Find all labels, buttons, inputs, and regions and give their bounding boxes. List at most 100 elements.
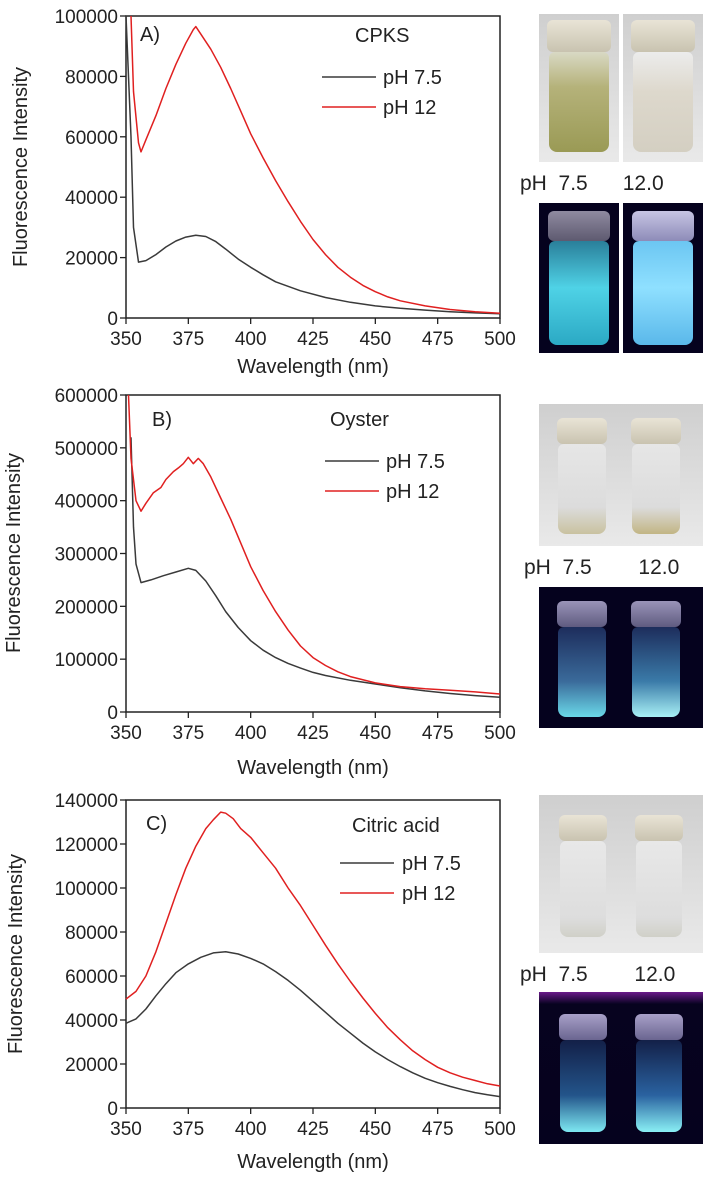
x-axis-title: Wavelength (nm)	[237, 1151, 389, 1173]
x-tick-label: 500	[484, 329, 516, 350]
vial-cap	[548, 211, 610, 241]
plot-frame	[125, 15, 501, 319]
y-tick-label: 400000	[55, 492, 118, 513]
x-tick-label: 350	[110, 329, 142, 350]
vial-cap	[631, 601, 681, 627]
x-tick-label: 400	[235, 329, 267, 350]
ph-value-right: 12.0	[622, 172, 664, 195]
chart-panel-b: B) Oyster pH 7.5 pH 12 Wavelength (nm) F…	[3, 386, 516, 779]
x-axis-title: Wavelength (nm)	[237, 356, 389, 378]
vial-cap	[635, 815, 683, 841]
plot-frame	[125, 394, 501, 713]
vial-body	[632, 627, 680, 717]
y-tick-label: 0	[107, 309, 118, 330]
y-tick-label: 200000	[55, 597, 118, 618]
y-tick-label: 500000	[55, 439, 118, 460]
x-tick-label: 350	[110, 723, 142, 744]
ph-value-right: 12.0	[638, 556, 680, 579]
vial-photo-daylight-oyster	[539, 404, 703, 546]
vial-photo-daylight-ph-12	[623, 14, 703, 162]
y-axis-title: Fluorescence Intensity	[10, 67, 32, 267]
x-tick-label: 425	[297, 329, 329, 350]
y-tick-label: 0	[107, 703, 118, 724]
x-tick-label: 450	[359, 329, 391, 350]
vial-photo-uv-citric-acid	[539, 992, 703, 1144]
vial-cap	[557, 601, 607, 627]
vial-cap	[557, 418, 607, 444]
x-tick-label: 450	[359, 1119, 391, 1140]
vial-cap	[559, 815, 607, 841]
x-tick-label: 400	[235, 723, 267, 744]
y-tick-label: 40000	[65, 1011, 118, 1032]
chart-panel-c: C) Citric acid pH 7.5 pH 12 Wavelength (…	[5, 791, 516, 1173]
y-axis-title: Fluorescence Intensity	[3, 453, 25, 653]
vial-photo-daylight-citric-acid	[539, 795, 703, 953]
x-tick-label: 475	[422, 1119, 454, 1140]
legend-label: pH 12	[402, 883, 455, 905]
y-tick-label: 100000	[55, 7, 118, 28]
series-line-ph-7-5	[125, 951, 501, 1098]
legend-label: pH 12	[386, 481, 439, 503]
y-axis-title: Fluorescence Intensity	[5, 854, 27, 1054]
ph-prefix: pH	[520, 172, 547, 195]
y-tick-label: 60000	[65, 967, 118, 988]
ph-value-left: 7.5	[562, 556, 592, 579]
legend-label: pH 7.5	[386, 451, 445, 473]
vial-photo-uv-ph-12	[623, 203, 703, 353]
x-tick-label: 425	[297, 723, 329, 744]
y-tick-label: 0	[107, 1099, 118, 1120]
series-line-ph-7-5	[125, 15, 501, 315]
ph-labels-c: pH 7.5 12.0	[520, 963, 675, 987]
vial-body	[632, 444, 680, 534]
ph-prefix: pH	[524, 556, 551, 579]
x-tick-label: 400	[235, 1119, 267, 1140]
vial-body	[558, 627, 606, 717]
x-tick-label: 475	[422, 329, 454, 350]
x-tick-label: 450	[359, 723, 391, 744]
vial-body	[560, 1040, 606, 1132]
sample-name: Oyster	[330, 409, 389, 431]
ph-labels-a: pH 7.5 12.0	[520, 172, 664, 196]
plot-frame	[125, 799, 501, 1109]
x-tick-label: 350	[110, 1119, 142, 1140]
y-tick-label: 80000	[65, 923, 118, 944]
chart-panel-a: A) CPKS pH 7.5 pH 12 Wavelength (nm) Flu…	[10, 7, 516, 378]
vial-body	[558, 444, 606, 534]
y-tick-label: 20000	[65, 249, 118, 270]
legend-label: pH 7.5	[383, 67, 442, 89]
legend: pH 7.5 pH 12	[322, 67, 442, 119]
y-tick-label: 300000	[55, 545, 118, 566]
y-tick-label: 20000	[65, 1055, 118, 1076]
y-tick-label: 100000	[55, 879, 118, 900]
ph-value-left: 7.5	[558, 172, 588, 195]
x-tick-label: 500	[484, 1119, 516, 1140]
vial-body	[636, 1040, 682, 1132]
x-tick-label: 375	[172, 723, 204, 744]
vial-cap	[631, 418, 681, 444]
ph-value-left: 7.5	[558, 963, 588, 986]
vial-photo-uv-oyster	[539, 587, 703, 728]
x-tick-label: 475	[422, 723, 454, 744]
vial-cap	[559, 1014, 607, 1040]
series-line-ph-7-5	[130, 437, 501, 698]
x-tick-label: 500	[484, 723, 516, 744]
vial-cap	[635, 1014, 683, 1040]
y-tick-label: 140000	[55, 791, 118, 812]
series-line-ph-12	[130, 15, 501, 314]
panel-label: B)	[152, 409, 172, 431]
vial-cap	[547, 20, 611, 52]
vial-body	[633, 241, 693, 345]
panel-label: A)	[140, 24, 160, 46]
legend: pH 7.5 pH 12	[325, 451, 445, 503]
panel-label: C)	[146, 813, 167, 835]
vial-photo-uv-ph-7-5	[539, 203, 619, 353]
series-line-ph-12	[127, 394, 501, 695]
vial-body	[636, 841, 682, 937]
vial-cap	[631, 20, 695, 52]
vial-body	[549, 52, 609, 152]
x-axis-title: Wavelength (nm)	[237, 757, 389, 779]
y-tick-label: 100000	[55, 650, 118, 671]
ph-value-right: 12.0	[634, 963, 676, 986]
series-line-ph-12	[125, 811, 501, 1087]
